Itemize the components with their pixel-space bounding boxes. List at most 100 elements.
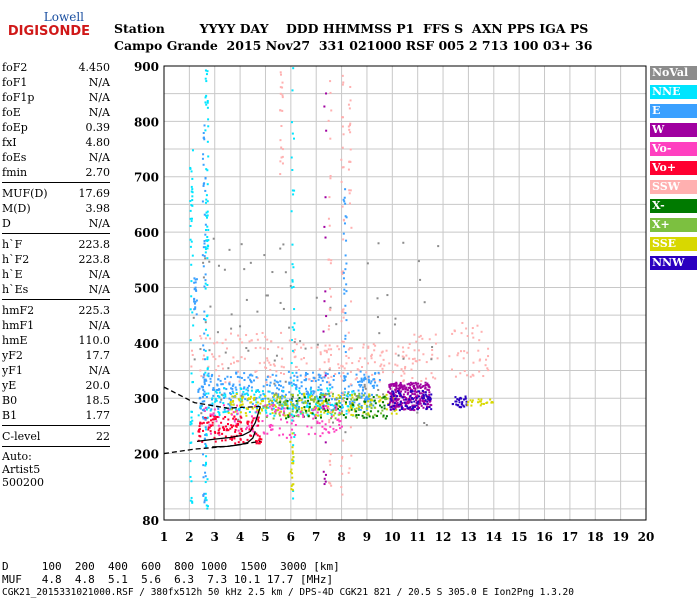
legend-item-sse: SSE bbox=[650, 237, 697, 251]
echo-point-nne bbox=[222, 402, 225, 405]
echo-streak-point-e bbox=[203, 492, 206, 495]
echo-point-w bbox=[415, 395, 418, 398]
echo-point-x bbox=[330, 417, 333, 420]
echo-point-ssw bbox=[356, 368, 359, 371]
echo-point-e bbox=[211, 373, 214, 376]
echo-point-w bbox=[411, 392, 414, 395]
echo-point-w bbox=[426, 396, 429, 399]
echo-point-ssw bbox=[487, 369, 490, 372]
echo-point-x bbox=[366, 413, 369, 416]
echo-point-nnw bbox=[416, 402, 419, 405]
echo-point-nnw bbox=[428, 406, 431, 409]
echo-point-noval bbox=[208, 349, 211, 352]
echo-point-w bbox=[407, 391, 410, 394]
echo-point-nnw bbox=[392, 391, 395, 394]
echo-streak-point-ssw bbox=[342, 133, 345, 136]
echo-point-nne bbox=[311, 408, 314, 411]
y-tick-label: 600 bbox=[134, 226, 159, 240]
param-value: 2.70 bbox=[85, 166, 111, 179]
echo-point-e bbox=[367, 378, 370, 381]
echo-point-vo bbox=[210, 419, 213, 422]
echo-point-vo bbox=[290, 422, 293, 425]
echo-point-w bbox=[396, 398, 399, 401]
echo-point-noval bbox=[282, 243, 285, 246]
echo-point-e bbox=[209, 380, 212, 383]
echo-point-ssw bbox=[430, 372, 433, 375]
echo-point-nne bbox=[305, 405, 308, 408]
echo-point-x bbox=[291, 397, 294, 400]
echo-point-e bbox=[305, 393, 308, 396]
x-tick-label: 2 bbox=[185, 530, 193, 544]
echo-streak-point-w bbox=[324, 236, 327, 239]
echo-point-x bbox=[373, 399, 376, 402]
echo-point-e bbox=[366, 398, 369, 401]
echo-point-x bbox=[339, 405, 342, 408]
echo-streak-point-e bbox=[193, 297, 196, 300]
echo-streak-point-ssw bbox=[348, 192, 351, 195]
echo-point-nnw bbox=[396, 395, 399, 398]
echo-point-w bbox=[389, 405, 392, 408]
echo-point-e bbox=[305, 378, 308, 381]
echo-point-w bbox=[426, 403, 429, 406]
echo-streak-point-nne bbox=[290, 156, 293, 159]
param-name: hmF2 bbox=[2, 304, 35, 317]
echo-point-nne bbox=[309, 388, 312, 391]
echo-point-e bbox=[376, 384, 379, 387]
echo-streak-point-nne bbox=[207, 155, 210, 158]
echo-streak-point-nne bbox=[191, 149, 194, 152]
echo-point-noval bbox=[315, 296, 318, 299]
echo-streak-point-nne bbox=[206, 225, 209, 228]
echo-streak-point-e bbox=[203, 255, 206, 258]
echo-point-nnw bbox=[411, 407, 414, 410]
echo-point-noval bbox=[284, 380, 287, 383]
x-tick-label: 8 bbox=[337, 530, 345, 544]
echo-point-e bbox=[300, 381, 303, 384]
echo-point-w bbox=[416, 394, 419, 397]
echo-point-sse bbox=[288, 412, 291, 415]
echo-point-vo bbox=[277, 406, 280, 409]
param-value: N/A bbox=[88, 106, 110, 119]
echo-point-x bbox=[357, 413, 360, 416]
echo-streak-point-ssw bbox=[347, 125, 350, 128]
echo-point-sse bbox=[370, 404, 373, 407]
echo-point-nne bbox=[349, 394, 352, 397]
echo-streak-point-ssw bbox=[281, 96, 284, 99]
echo-point-sse bbox=[259, 412, 262, 415]
echo-point-w bbox=[424, 386, 427, 389]
echo-point-x bbox=[372, 416, 375, 419]
echo-point-w bbox=[412, 404, 415, 407]
echo-point-nne bbox=[345, 409, 348, 412]
echo-streak-point-nne bbox=[205, 455, 208, 458]
echo-point-vo bbox=[203, 416, 206, 419]
echo-point-nne bbox=[215, 391, 218, 394]
echo-point-nnw bbox=[461, 402, 464, 405]
echo-point-e bbox=[346, 372, 349, 375]
echo-streak-point-nne bbox=[204, 496, 207, 499]
echo-point-vo bbox=[258, 442, 261, 445]
echo-streak-point-ssw bbox=[330, 484, 333, 487]
echo-point-sse bbox=[477, 398, 480, 401]
echo-point-w bbox=[397, 384, 400, 387]
param-value: 110.0 bbox=[78, 334, 111, 347]
echo-point-x bbox=[320, 393, 323, 396]
echo-streak-point-ssw bbox=[329, 174, 332, 177]
echo-point-w bbox=[413, 384, 416, 387]
echo-point-ssw bbox=[408, 357, 411, 360]
echo-point-nne bbox=[263, 393, 266, 396]
echo-point-x bbox=[350, 398, 353, 401]
echo-point-nne bbox=[307, 395, 310, 398]
echo-point-ssw bbox=[212, 355, 215, 358]
echo-point-vo bbox=[255, 410, 258, 413]
echo-streak-point-w bbox=[323, 477, 326, 480]
echo-point-e bbox=[269, 381, 272, 384]
echo-streak-point-ssw bbox=[349, 148, 352, 151]
echo-point-nnw bbox=[454, 400, 457, 403]
echo-point-e bbox=[261, 397, 264, 400]
echo-point-noval bbox=[245, 298, 248, 301]
echo-streak-point-nne bbox=[204, 129, 207, 132]
echo-point-sse bbox=[262, 400, 265, 403]
echo-streak-point-e bbox=[203, 501, 206, 504]
echo-streak-point-nne bbox=[204, 287, 207, 290]
echo-point-nne bbox=[242, 390, 245, 393]
echo-streak-point-e bbox=[203, 383, 206, 386]
